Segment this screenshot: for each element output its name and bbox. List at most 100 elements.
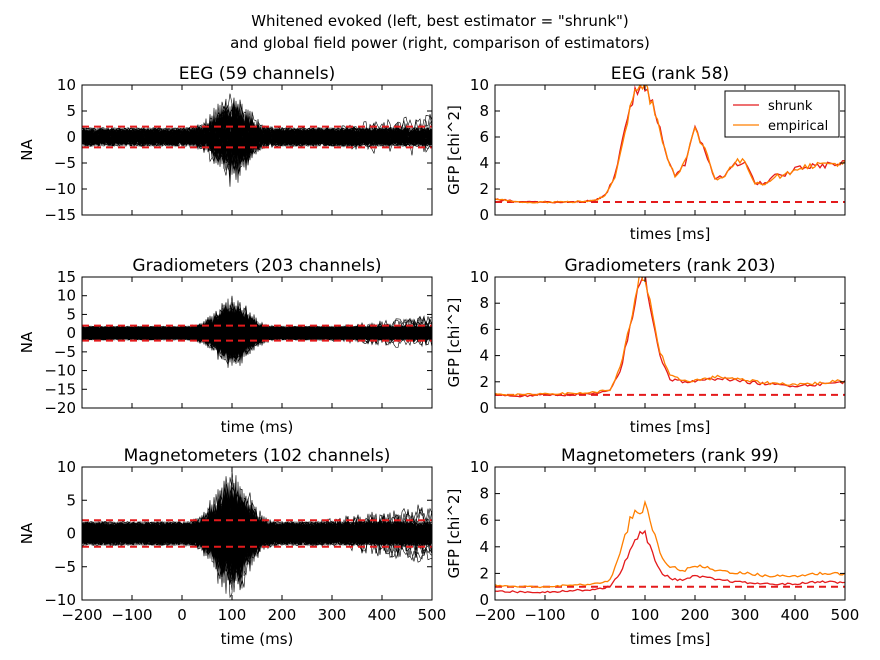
- channel-trace: [82, 480, 432, 579]
- y-tick-label: 4: [479, 347, 489, 365]
- y-tick-label: 2: [479, 564, 489, 582]
- axes-frame: [81, 276, 433, 409]
- y-tick-label: 10: [470, 458, 489, 476]
- y-tick-label: 15: [57, 268, 76, 286]
- y-tick-label: −10: [44, 591, 76, 609]
- figure-suptitle-line1: Whitened evoked (left, best estimator = …: [251, 12, 629, 30]
- legend-label-empirical: empirical: [768, 119, 828, 134]
- y-tick-label: −5: [54, 558, 76, 576]
- y-tick-label: 0: [66, 324, 76, 342]
- panel-title: Gradiometers (rank 203): [564, 256, 775, 276]
- x-tick-label: 0: [590, 606, 600, 624]
- panel-title: EEG (59 channels): [179, 64, 336, 84]
- y-axis-label: GFP [chi^2]: [445, 489, 463, 579]
- legend-label-shrunk: shrunk: [768, 99, 813, 114]
- axes-frame: [494, 276, 846, 409]
- axes-frame: [494, 466, 846, 601]
- y-tick-label: 10: [57, 76, 76, 94]
- y-tick-label: −5: [54, 343, 76, 361]
- panel-title: Magnetometers (rank 99): [561, 446, 779, 466]
- panel-title: EEG (rank 58): [611, 64, 729, 84]
- panel-5: −200 −100 0 100 200 300 400 500 0 2 4 6 8 10 Magnetome…: [445, 446, 859, 648]
- y-tick-label: 10: [57, 458, 76, 476]
- y-tick-label: 2: [479, 373, 489, 391]
- y-tick-label: 2: [479, 180, 489, 198]
- panel-4: −200 −100 0 100 200 300 400 500 −10 −5 0 5 10 Magneto…: [18, 446, 446, 648]
- plot-area: [82, 470, 432, 599]
- axes-frame: [81, 84, 433, 216]
- y-tick-label: 6: [479, 320, 489, 338]
- y-tick-label: 6: [479, 511, 489, 529]
- y-tick-label: −10: [44, 362, 76, 380]
- axes-frame: [494, 84, 846, 216]
- y-tick-label: 5: [66, 102, 76, 120]
- y-tick-label: −5: [54, 154, 76, 172]
- x-tick-label: 200: [268, 606, 297, 624]
- y-axis-label: GFP [chi^2]: [445, 105, 463, 195]
- y-tick-label: −15: [44, 206, 76, 224]
- plot-area: [495, 499, 845, 594]
- x-axis-label: time (ms): [221, 418, 294, 436]
- y-tick-label: 4: [479, 538, 489, 556]
- y-axis-label: NA: [18, 331, 36, 353]
- series-shrunk: [495, 277, 845, 398]
- series-empirical: [495, 85, 845, 204]
- x-tick-label: −100: [524, 606, 565, 624]
- y-tick-label: 5: [66, 305, 76, 323]
- y-tick-label: −15: [44, 380, 76, 398]
- series-shrunk: [495, 529, 845, 594]
- y-tick-label: 10: [470, 76, 489, 94]
- x-tick-label: −200: [61, 606, 102, 624]
- y-tick-label: 10: [470, 268, 489, 286]
- y-tick-label: 0: [479, 591, 489, 609]
- y-tick-label: 5: [66, 491, 76, 509]
- channel-trace: [82, 106, 432, 176]
- channel-trace: [82, 303, 432, 363]
- panel-3: 0 2 4 6 8 10 Gradiometers (rank 203) times [ms]…: [445, 256, 846, 436]
- y-axis-label: GFP [chi^2]: [445, 298, 463, 388]
- x-tick-label: −200: [474, 606, 515, 624]
- legend-box: [724, 90, 840, 138]
- y-tick-label: 0: [479, 206, 489, 224]
- panel-1: 0 2 4 6 8 10 EEG (rank 58) times [ms] GFP [chi^2…: [445, 64, 846, 243]
- y-tick-label: 8: [479, 102, 489, 120]
- x-axis-label: times [ms]: [630, 630, 711, 648]
- x-tick-label: 100: [631, 606, 660, 624]
- series-empirical: [495, 277, 845, 397]
- y-tick-label: −20: [44, 399, 76, 417]
- plot-area: [495, 277, 845, 398]
- series-empirical: [495, 499, 845, 589]
- panel-title: Gradiometers (203 channels): [132, 256, 381, 276]
- panel-title: Magnetometers (102 channels): [124, 446, 391, 466]
- x-tick-label: −100: [111, 606, 152, 624]
- y-tick-label: 8: [479, 294, 489, 312]
- y-axis-label: NA: [18, 139, 36, 161]
- plot-area: [82, 295, 432, 368]
- y-axis-label: NA: [18, 522, 36, 544]
- x-tick-label: 0: [177, 606, 187, 624]
- panel-0: −15 −10 −5 0 5 10 EEG (59 channels) NA: [18, 64, 433, 224]
- x-axis-label: times [ms]: [630, 418, 711, 436]
- channel-trace: [82, 106, 432, 164]
- x-tick-label: 500: [831, 606, 860, 624]
- x-axis-label: time (ms): [221, 630, 294, 648]
- channel-trace: [82, 106, 432, 162]
- x-tick-label: 500: [418, 606, 447, 624]
- figure-suptitle-line2: and global field power (right, compariso…: [230, 34, 650, 52]
- y-tick-label: 0: [479, 399, 489, 417]
- x-tick-label: 300: [318, 606, 347, 624]
- x-tick-label: 400: [781, 606, 810, 624]
- x-tick-label: 100: [218, 606, 247, 624]
- y-tick-label: 0: [66, 525, 76, 543]
- y-tick-label: −10: [44, 180, 76, 198]
- y-tick-label: 0: [66, 128, 76, 146]
- y-tick-label: 4: [479, 154, 489, 172]
- plot-area: [495, 85, 845, 204]
- x-tick-label: 200: [681, 606, 710, 624]
- y-tick-label: 6: [479, 128, 489, 146]
- x-tick-label: 300: [731, 606, 760, 624]
- legend: shrunk empirical: [724, 90, 840, 138]
